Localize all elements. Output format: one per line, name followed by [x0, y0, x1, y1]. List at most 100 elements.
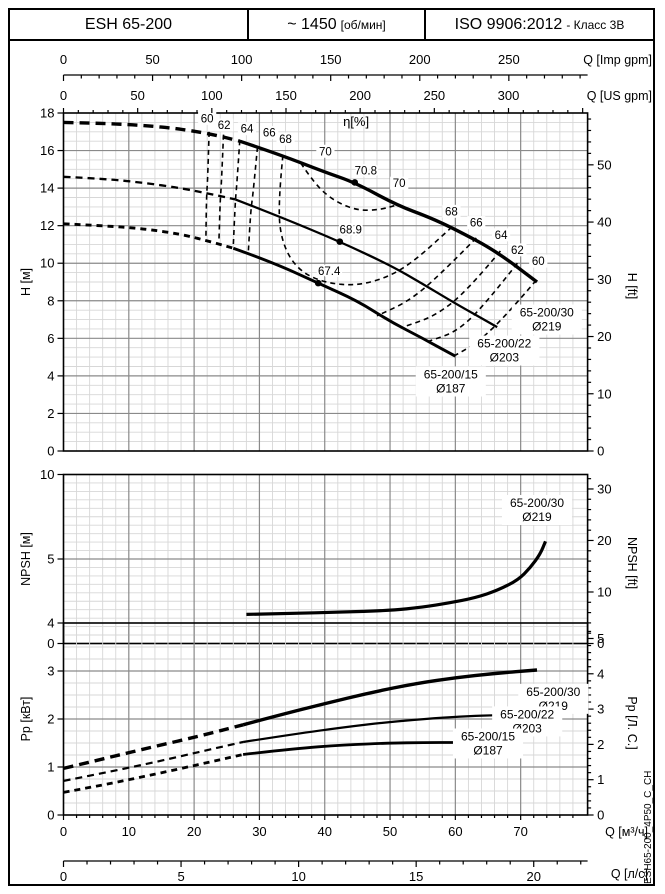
curve-65-200-22 — [63, 714, 498, 782]
tick-label: 200 — [409, 52, 431, 67]
tick-label: 0 — [60, 88, 67, 103]
x-axis-title-imp-gpm: Q [Imp gpm] — [583, 53, 652, 67]
efficiency-contour-68 — [278, 155, 452, 286]
curve-solid-segment — [239, 139, 539, 284]
curve-dashed-segment — [63, 740, 244, 782]
best-efficiency-point — [314, 279, 322, 287]
label-backdrop — [260, 125, 279, 139]
y-axis-title-left: Pp [кВт] — [19, 697, 33, 742]
pump-speed-unit: [об/мин] — [340, 17, 386, 32]
head-left-axis: 0 2 4 6 8 10 12 14 16 18 H [м] — [19, 106, 64, 459]
tick-label: 0 — [597, 636, 604, 651]
pump-speed-value: ~ 1450 — [287, 15, 337, 33]
y-axis-title-right: Pp [Л. С.] — [625, 696, 639, 749]
label-backdrop — [529, 254, 548, 268]
efficiency-value-label: 70 — [319, 146, 332, 158]
tick-label: 30 — [597, 481, 611, 496]
tick-label: 10 — [597, 386, 611, 401]
curve-solid-segment — [232, 246, 457, 358]
efficiency-value-label: 66 — [263, 127, 276, 139]
label-backdrop — [442, 204, 461, 218]
tick-label: 100 — [231, 52, 253, 67]
tick-label: 20 — [526, 869, 540, 884]
head-plot-border — [62, 112, 589, 452]
tick-label: 0 — [47, 444, 54, 459]
impeller-diameter: Ø219 — [532, 320, 562, 334]
tick-label: 0 — [47, 808, 54, 823]
tick-label: 150 — [275, 88, 297, 103]
curve-dashed-segment — [63, 120, 241, 143]
power-left-axis: 0 1 2 3 4 Pp [кВт] — [19, 616, 64, 823]
tick-label: 250 — [423, 88, 445, 103]
curve-name: 65-200/15 — [461, 729, 515, 743]
efficiency-value-label: 62 — [511, 245, 524, 257]
curve-name: 65-200/30 — [520, 306, 574, 320]
bep-efficiency-label: 70.8 — [355, 165, 377, 177]
tick-label: 5 — [47, 552, 54, 567]
tick-label: 10 — [40, 256, 54, 271]
tick-label: 0 — [60, 52, 67, 67]
tick-label: 30 — [252, 824, 266, 839]
tick-label: 10 — [122, 824, 136, 839]
curve-name: 65-200/22 — [477, 337, 531, 351]
tick-label: 20 — [187, 824, 201, 839]
curve-solid-segment — [242, 668, 538, 727]
tick-label: 3 — [47, 664, 54, 679]
tick-label: 50 — [383, 824, 397, 839]
tick-label: 2 — [47, 712, 54, 727]
efficiency-contour-66 — [376, 237, 477, 317]
tick-label: 150 — [320, 52, 342, 67]
curve-name: 65-200/15 — [424, 368, 478, 382]
pump-speed: ~ 1450 [об/мин] — [247, 10, 426, 39]
x-axis-title-us-gpm: Q [US gpm] — [587, 89, 652, 103]
tick-label: 10 — [291, 869, 305, 884]
npsh-left-axis: 0 5 10 NPSH [м] — [19, 467, 64, 651]
efficiency-value-label: 66 — [470, 218, 483, 230]
tick-label: 20 — [597, 329, 611, 344]
efficiency-contour-64 — [402, 250, 502, 328]
impeller-diameter: Ø203 — [490, 351, 520, 365]
curve-dashed-segment — [63, 222, 234, 250]
label-backdrop — [215, 118, 234, 132]
document-code: ESH65-200_4P50_C_CH — [643, 771, 654, 884]
efficiency-value-label: 68 — [279, 134, 292, 146]
tick-label: 4 — [47, 616, 54, 631]
tick-label: 15 — [409, 869, 423, 884]
label-backdrop — [452, 728, 524, 759]
curve-65-200-30 — [63, 668, 538, 771]
tick-label: 100 — [201, 88, 223, 103]
impeller-diameter: Ø187 — [436, 382, 466, 396]
curve-65-200-15: 67.4 — [63, 222, 457, 358]
efficiency-value-label: 68 — [445, 206, 458, 218]
tick-label: 0 — [597, 808, 604, 823]
y-axis-title-right: H [ft] — [625, 273, 639, 299]
us-gpm-axis: 0 50 100 150 200 250 300 Q [US gpm] — [60, 88, 652, 113]
npsh-right-axis: 0 10 20 30 NPSH [ft] — [587, 478, 639, 651]
impeller-diameter: Ø219 — [522, 510, 552, 524]
tick-label: 5 — [597, 631, 604, 646]
tick-label: 300 — [498, 88, 520, 103]
label-backdrop — [390, 176, 409, 190]
tick-label: 50 — [145, 52, 159, 67]
efficiency-axis-label: η[%] — [343, 114, 369, 129]
tick-label: 1 — [597, 772, 604, 787]
standard-text: ISO 9906:2012 — [454, 15, 563, 33]
imp-gpm-axis: 0 50 100 150 200 250 Q [Imp gpm] — [60, 52, 652, 81]
tick-label: 0 — [60, 869, 67, 884]
ls-axis: 0 5 10 15 20 Q [л/с] — [60, 860, 648, 884]
pump-model: ESH 65-200 — [10, 10, 247, 39]
tick-label: 40 — [318, 824, 332, 839]
efficiency-contour-60 — [205, 131, 210, 239]
tick-label: 2 — [47, 406, 54, 421]
curve-solid-segment — [246, 540, 547, 616]
x-axis-title-ls: Q [л/с] — [611, 867, 648, 881]
curve-name: 65-200/30 — [526, 685, 580, 699]
